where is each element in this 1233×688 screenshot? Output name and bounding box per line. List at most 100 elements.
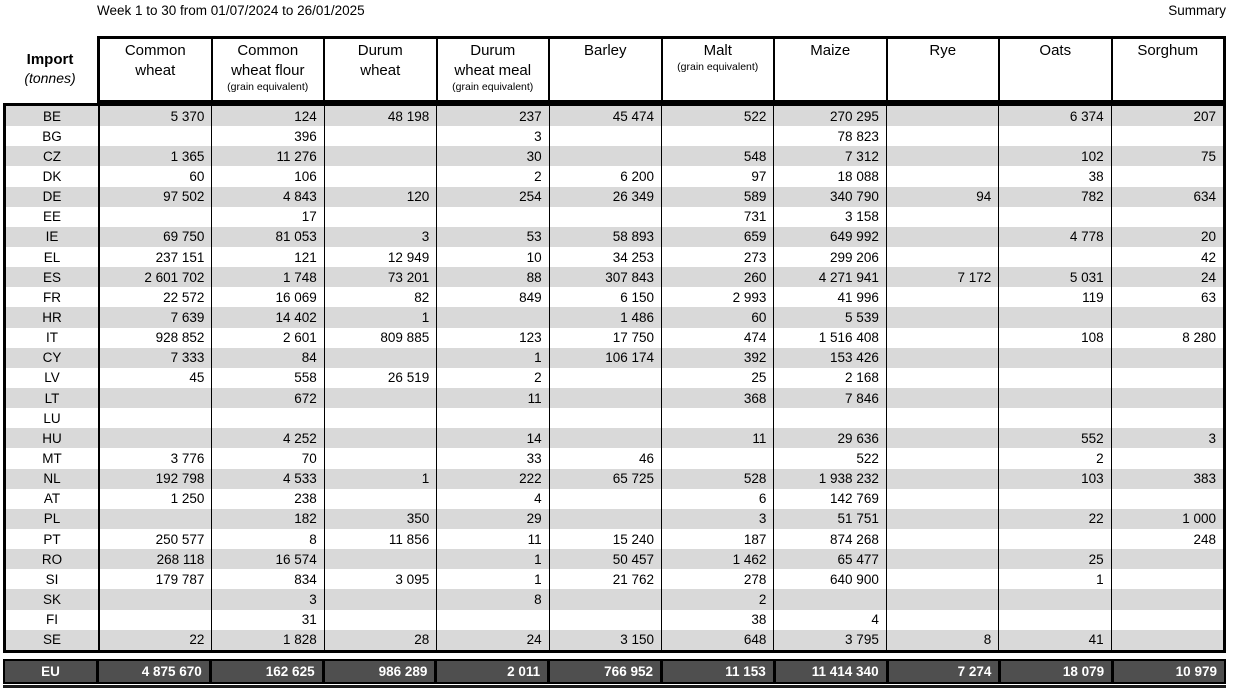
value-cell <box>662 126 775 147</box>
value-cell: 119 <box>999 287 1112 308</box>
table-row: DE 97 502 4 843 120 254 26 349 589 340 790 94 782… <box>6 186 1223 207</box>
value-cell <box>212 408 325 429</box>
value-cell <box>887 327 1000 348</box>
value-cell <box>999 206 1112 227</box>
value-cell: 4 <box>774 609 887 630</box>
column-title-line: wheat <box>360 61 401 79</box>
value-cell <box>999 408 1112 429</box>
value-cell <box>887 226 1000 247</box>
value-cell: 834 <box>212 569 325 590</box>
value-cell: 46 <box>550 448 663 469</box>
country-code: RO <box>6 549 100 570</box>
column-subtitle: (grain equivalent) <box>677 60 759 73</box>
value-cell: 7 846 <box>774 387 887 409</box>
country-code: IE <box>6 226 100 247</box>
table-row: LT 672 11 368 7 846 <box>6 387 1223 409</box>
value-cell: 270 295 <box>774 106 887 127</box>
value-cell: 1 <box>325 307 438 328</box>
value-cell: 31 <box>212 609 325 630</box>
value-cell <box>999 488 1112 509</box>
country-code: FR <box>6 287 100 308</box>
value-cell: 1 000 <box>1182 511 1217 527</box>
value-cell <box>550 146 663 167</box>
value-cell: 123 <box>437 327 550 348</box>
value-cell: 17 750 <box>550 327 663 348</box>
value-cell <box>887 408 1000 429</box>
country-code: LU <box>6 408 100 429</box>
value-cell <box>437 206 550 227</box>
country-code: EE <box>6 206 100 227</box>
value-cell: 3 <box>437 126 550 147</box>
value-cell <box>887 488 1000 509</box>
value-cell: 84 <box>212 347 325 368</box>
country-code: EL <box>6 246 100 268</box>
column-title-line: wheat meal <box>454 61 532 79</box>
table-row: EE 17 731 3 158 <box>6 206 1223 227</box>
value-cell: 307 843 <box>550 267 663 288</box>
value-cell: 207 <box>1193 108 1217 124</box>
value-cell: 3 776 <box>100 448 213 469</box>
value-cell <box>662 408 775 429</box>
value-cell <box>887 347 1000 368</box>
value-cell: 73 201 <box>325 267 438 288</box>
import-table: Import (tonnes) Common wheat Common wheat f… <box>3 36 1226 684</box>
column-header: Durum wheat meal (grain equivalent) <box>438 39 550 100</box>
eu-total-row: EU 4 875 670 162 625 986 289 2 011 766 952 11 … <box>3 658 1226 684</box>
value-cell <box>325 448 438 469</box>
value-cell <box>1112 549 1223 569</box>
value-cell <box>999 528 1112 550</box>
country-code: BE <box>6 106 100 127</box>
eu-total-cell: 7 274 <box>888 660 1002 682</box>
value-cell: 53 <box>437 226 550 247</box>
value-cell: 48 198 <box>325 106 438 127</box>
value-cell: 1 938 232 <box>774 468 887 489</box>
value-cell: 20 <box>1201 229 1217 245</box>
column-header: Malt (grain equivalent) <box>663 39 775 100</box>
value-cell: 106 174 <box>550 347 663 368</box>
value-cell: 65 477 <box>774 549 887 570</box>
value-cell: 589 <box>662 186 775 207</box>
value-cell: 22 <box>999 508 1112 529</box>
column-title-line: Sorghum <box>1137 42 1199 59</box>
value-cell <box>887 287 1000 308</box>
country-code: PT <box>6 528 100 550</box>
value-cell: 1 748 <box>212 267 325 288</box>
value-cell <box>1112 348 1223 368</box>
value-cell: 1 <box>325 468 438 489</box>
value-cell: 2 601 <box>212 327 325 348</box>
table-row: CZ 1 365 11 276 30 548 7 312 102 75 <box>6 146 1223 167</box>
eu-total-cell: 986 289 <box>324 660 438 682</box>
value-cell: 75 <box>1201 148 1217 164</box>
value-cell: 238 <box>212 488 325 509</box>
value-cell <box>325 408 438 429</box>
value-cell <box>1112 408 1223 428</box>
value-cell: 3 <box>325 226 438 247</box>
value-cell: 3 150 <box>550 629 663 650</box>
value-cell: 24 <box>1201 269 1217 285</box>
table-row: FR 22 572 16 069 82 849 6 150 2 993 41 996 119 63 <box>6 287 1223 308</box>
value-cell: 63 <box>1201 289 1217 305</box>
value-cell: 25 <box>662 367 775 388</box>
value-cell: 8 280 <box>1182 330 1217 346</box>
column-title-line: Durum <box>470 42 516 59</box>
value-cell: 874 268 <box>774 528 887 550</box>
country-code: FI <box>6 609 100 630</box>
value-cell <box>550 367 663 388</box>
value-cell: 60 <box>662 307 775 328</box>
value-cell: 6 150 <box>550 287 663 308</box>
column-header: Durum wheat <box>325 39 438 100</box>
table-row: FI 31 38 4 <box>6 609 1223 630</box>
value-cell: 731 <box>662 206 775 227</box>
table-row: PT 250 577 8 11 856 11 15 240 187 874 268 248 <box>6 528 1223 550</box>
value-cell <box>1112 166 1223 186</box>
value-cell: 1 250 <box>100 488 213 509</box>
value-cell: 26 349 <box>550 186 663 207</box>
column-title-line: Barley <box>583 42 627 59</box>
value-cell: 299 206 <box>774 246 887 268</box>
country-code: BG <box>6 126 100 147</box>
country-code: ES <box>6 267 100 288</box>
value-cell: 29 <box>437 508 550 529</box>
eu-label: EU <box>5 660 99 682</box>
value-cell <box>887 508 1000 529</box>
table-row: ES 2 601 702 1 748 73 201 88 307 843 260 4 271 … <box>6 267 1223 288</box>
